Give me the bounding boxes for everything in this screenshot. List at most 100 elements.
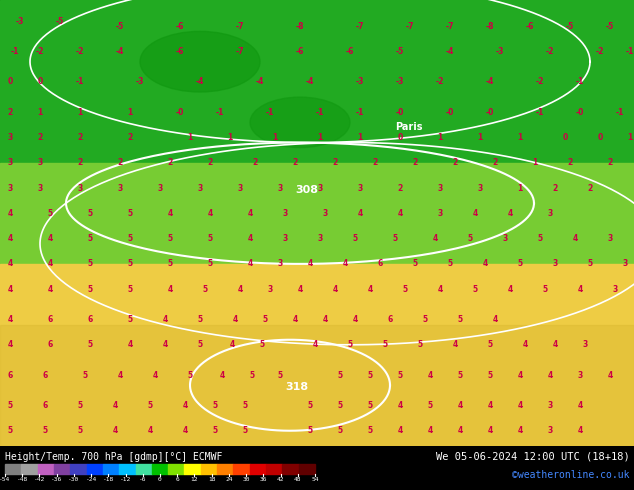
Text: Paris: Paris (395, 122, 422, 132)
Text: 4: 4 (8, 259, 13, 269)
Text: 4: 4 (167, 285, 172, 294)
Text: 4: 4 (507, 285, 513, 294)
Text: 5: 5 (392, 234, 398, 243)
Text: -12: -12 (120, 477, 131, 482)
Text: -3: -3 (496, 47, 504, 56)
Ellipse shape (140, 31, 260, 92)
Text: 4: 4 (573, 234, 578, 243)
Text: 5: 5 (543, 285, 548, 294)
Text: 1: 1 (358, 133, 363, 142)
Text: -6: -6 (296, 47, 304, 56)
Ellipse shape (250, 97, 350, 147)
Text: 5: 5 (87, 234, 93, 243)
Text: -1: -1 (576, 77, 584, 86)
Text: 4: 4 (437, 285, 443, 294)
Text: 0: 0 (158, 477, 162, 482)
Text: 3: 3 (37, 184, 42, 193)
Text: 4: 4 (398, 426, 403, 435)
Text: 2: 2 (493, 158, 498, 167)
Text: -42: -42 (34, 477, 45, 482)
Text: 12: 12 (191, 477, 198, 482)
Text: 2: 2 (332, 158, 338, 167)
Text: -5: -5 (396, 47, 404, 56)
Text: 3: 3 (547, 209, 553, 218)
Text: 4: 4 (432, 234, 437, 243)
Text: -7: -7 (236, 22, 244, 31)
Text: 4: 4 (332, 285, 338, 294)
Text: 2: 2 (552, 184, 558, 193)
Text: 3: 3 (358, 184, 363, 193)
Text: -48: -48 (16, 477, 28, 482)
Text: 4: 4 (8, 209, 13, 218)
Text: 5: 5 (87, 285, 93, 294)
Text: 48: 48 (294, 477, 302, 482)
Text: 5: 5 (242, 401, 247, 410)
Text: -1: -1 (616, 108, 624, 117)
Text: 5: 5 (398, 370, 403, 380)
Text: 4: 4 (147, 426, 153, 435)
Text: 2: 2 (372, 158, 378, 167)
Bar (152, 464, 168, 474)
Bar (54, 464, 70, 474)
Text: 5: 5 (207, 259, 212, 269)
Text: -0: -0 (446, 108, 454, 117)
Text: 2: 2 (412, 158, 418, 167)
Bar (87, 464, 103, 474)
Text: -0: -0 (396, 108, 404, 117)
Text: 4: 4 (247, 209, 252, 218)
Text: 5: 5 (127, 209, 133, 218)
Text: -3: -3 (396, 77, 404, 86)
Text: 5: 5 (8, 426, 13, 435)
Text: 5: 5 (202, 285, 207, 294)
Text: 5: 5 (197, 315, 202, 324)
Text: -0: -0 (576, 108, 584, 117)
Text: 4: 4 (237, 285, 243, 294)
Text: -1: -1 (356, 108, 364, 117)
Text: 2: 2 (607, 158, 612, 167)
Text: -8: -8 (486, 22, 495, 31)
Text: 5: 5 (337, 370, 342, 380)
Text: 1: 1 (517, 133, 522, 142)
Text: -1: -1 (11, 47, 19, 56)
Text: 4: 4 (453, 340, 458, 349)
Text: 5: 5 (368, 426, 373, 435)
Text: 4: 4 (578, 426, 583, 435)
Text: -7: -7 (406, 22, 414, 31)
Text: 1: 1 (228, 133, 233, 142)
Text: 1: 1 (517, 184, 522, 193)
Text: -7: -7 (356, 22, 365, 31)
Text: 4: 4 (482, 259, 488, 269)
Text: 2: 2 (127, 133, 133, 142)
Text: 4: 4 (578, 285, 583, 294)
Text: -5: -5 (116, 22, 124, 31)
Bar (103, 464, 119, 474)
Text: 4: 4 (517, 401, 522, 410)
Bar (0, 264, 634, 446)
Text: 4: 4 (8, 234, 13, 243)
Text: 4: 4 (247, 259, 252, 269)
Text: 3: 3 (578, 370, 583, 380)
Text: 4: 4 (427, 426, 432, 435)
Text: 5: 5 (42, 426, 48, 435)
Text: 4: 4 (162, 315, 167, 324)
Text: 2: 2 (167, 158, 172, 167)
Text: 3: 3 (237, 184, 243, 193)
Text: -1: -1 (626, 47, 634, 56)
Text: 4: 4 (112, 401, 118, 410)
Text: -4: -4 (116, 47, 124, 56)
Text: -4: -4 (256, 77, 264, 86)
Bar (0, 163, 634, 264)
Text: 3: 3 (278, 184, 283, 193)
Text: 5: 5 (259, 340, 264, 349)
Text: 1: 1 (318, 133, 323, 142)
Text: 4: 4 (457, 401, 463, 410)
Text: 6: 6 (48, 340, 53, 349)
Text: 6: 6 (377, 259, 383, 269)
Text: 5: 5 (87, 209, 93, 218)
Text: 4: 4 (488, 426, 493, 435)
Text: 6: 6 (176, 477, 179, 482)
Bar (201, 464, 217, 474)
Text: 4: 4 (488, 401, 493, 410)
Text: 1: 1 (437, 133, 443, 142)
Text: 3: 3 (282, 209, 288, 218)
